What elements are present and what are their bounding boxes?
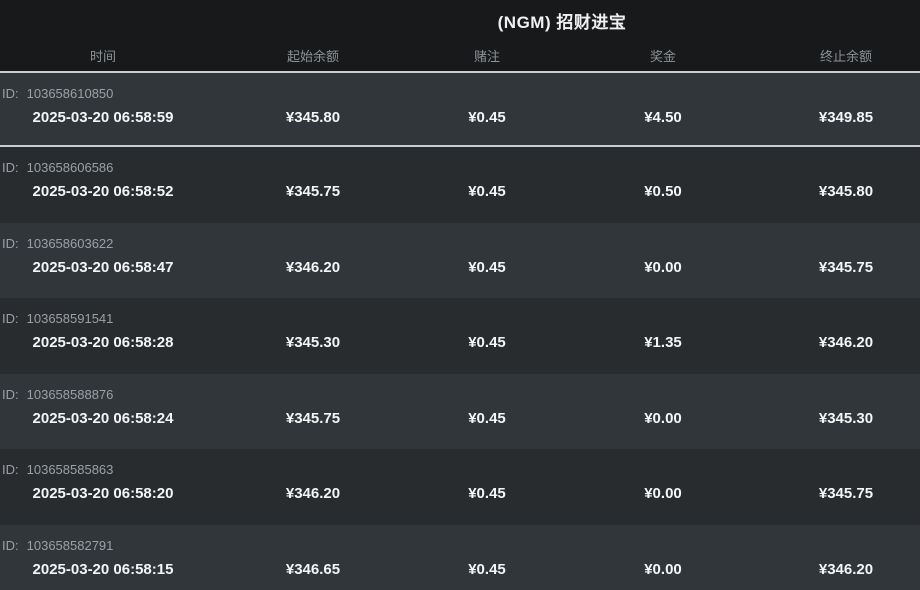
column-header-bet: 赌注 bbox=[473, 49, 500, 64]
table-row[interactable]: ID: 103658610850 2025-03-20 06:58:59 ¥345… bbox=[0, 73, 920, 147]
row-bet: ¥0.45 bbox=[468, 183, 506, 200]
row-values: 2025-03-20 06:58:15 ¥346.65 ¥0.45 ¥0.00 … bbox=[0, 555, 920, 585]
row-start-balance: ¥346.65 bbox=[285, 560, 341, 578]
row-id-label: ID: bbox=[2, 86, 19, 101]
history-row-list: ID: 103658610850 2025-03-20 06:58:59 ¥345… bbox=[0, 73, 920, 590]
row-id-line: ID: 103658610850 bbox=[0, 73, 920, 101]
row-id-label: ID: bbox=[2, 462, 19, 477]
table-row[interactable]: ID: 103658606586 2025-03-20 06:58:52 ¥345… bbox=[0, 147, 920, 223]
row-time: 2025-03-20 06:58:52 bbox=[32, 183, 174, 200]
row-values: 2025-03-20 06:58:47 ¥346.20 ¥0.45 ¥0.00 … bbox=[0, 253, 920, 283]
row-time: 2025-03-20 06:58:20 bbox=[32, 485, 174, 502]
row-id-line: ID: 103658582791 bbox=[0, 525, 920, 553]
title-bar: (NGM) 招财进宝 bbox=[0, 0, 920, 40]
row-id-label: ID: bbox=[2, 235, 19, 251]
row-prize: ¥0.00 bbox=[644, 409, 682, 427]
row-id-label: ID: bbox=[2, 386, 19, 402]
row-prize: ¥4.50 bbox=[644, 109, 682, 126]
row-end-balance: ¥345.80 bbox=[818, 183, 874, 200]
row-prize: ¥0.00 bbox=[644, 485, 682, 502]
row-time: 2025-03-20 06:58:59 bbox=[32, 109, 174, 126]
row-bet: ¥0.45 bbox=[468, 485, 506, 502]
row-time: 2025-03-20 06:58:15 bbox=[32, 560, 174, 578]
column-header-start-balance: 起始余额 bbox=[286, 49, 339, 64]
row-id-line: ID: 103658606586 bbox=[0, 147, 920, 175]
row-id-value: 103658588876 bbox=[26, 386, 114, 402]
row-time: 2025-03-20 06:58:24 bbox=[32, 409, 174, 427]
page-title: (NGM) 招财进宝 bbox=[497, 12, 627, 32]
row-time: 2025-03-20 06:58:28 bbox=[32, 334, 174, 351]
row-bet: ¥0.45 bbox=[468, 258, 506, 276]
row-values: 2025-03-20 06:58:20 ¥346.20 ¥0.45 ¥0.00 … bbox=[0, 479, 920, 509]
column-header-end-balance: 终止余额 bbox=[819, 49, 872, 64]
row-id-value: 103658591541 bbox=[26, 311, 114, 326]
row-bet: ¥0.45 bbox=[468, 109, 506, 126]
row-id-value: 103658606586 bbox=[26, 160, 114, 175]
row-id-value: 103658603622 bbox=[26, 235, 114, 251]
row-id-label: ID: bbox=[2, 311, 19, 326]
row-values: 2025-03-20 06:58:52 ¥345.75 ¥0.45 ¥0.50 … bbox=[0, 177, 920, 207]
column-header-time: 时间 bbox=[89, 49, 116, 64]
column-header-prize: 奖金 bbox=[649, 49, 676, 64]
row-prize: ¥0.00 bbox=[644, 560, 682, 578]
row-id-value: 103658585863 bbox=[26, 462, 114, 477]
row-values: 2025-03-20 06:58:28 ¥345.30 ¥0.45 ¥1.35 … bbox=[0, 328, 920, 358]
row-id-line: ID: 103658588876 bbox=[0, 374, 920, 402]
row-id-line: ID: 103658603622 bbox=[0, 223, 920, 251]
page-header: (NGM) 招财进宝 时间 起始余额 赌注 奖金 终止余额 bbox=[0, 0, 920, 73]
row-start-balance: ¥346.20 bbox=[285, 258, 341, 276]
row-id-line: ID: 103658585863 bbox=[0, 449, 920, 477]
row-start-balance: ¥345.30 bbox=[285, 334, 341, 351]
table-column-headers: 时间 起始余额 赌注 奖金 终止余额 bbox=[0, 40, 920, 71]
row-id-value: 103658582791 bbox=[26, 537, 114, 553]
row-end-balance: ¥345.75 bbox=[818, 258, 874, 276]
table-row[interactable]: ID: 103658585863 2025-03-20 06:58:20 ¥346… bbox=[0, 449, 920, 525]
row-values: 2025-03-20 06:58:59 ¥345.80 ¥0.45 ¥4.50 … bbox=[0, 103, 920, 133]
table-row[interactable]: ID: 103658603622 2025-03-20 06:58:47 ¥346… bbox=[0, 222, 920, 298]
row-bet: ¥0.45 bbox=[468, 560, 506, 578]
row-id-label: ID: bbox=[2, 160, 19, 175]
row-id-label: ID: bbox=[2, 537, 19, 553]
row-end-balance: ¥346.20 bbox=[818, 560, 874, 578]
row-id-line: ID: 103658591541 bbox=[0, 298, 920, 326]
row-end-balance: ¥345.30 bbox=[818, 409, 874, 427]
row-prize: ¥0.50 bbox=[644, 183, 682, 200]
row-id-value: 103658610850 bbox=[26, 86, 114, 101]
row-prize: ¥1.35 bbox=[644, 334, 682, 351]
row-time: 2025-03-20 06:58:47 bbox=[32, 258, 174, 276]
row-start-balance: ¥345.75 bbox=[285, 409, 341, 427]
table-row[interactable]: ID: 103658588876 2025-03-20 06:58:24 ¥345… bbox=[0, 373, 920, 449]
row-start-balance: ¥345.80 bbox=[285, 109, 341, 126]
row-values: 2025-03-20 06:58:24 ¥345.75 ¥0.45 ¥0.00 … bbox=[0, 404, 920, 434]
table-row[interactable]: ID: 103658591541 2025-03-20 06:58:28 ¥345… bbox=[0, 298, 920, 374]
row-start-balance: ¥346.20 bbox=[285, 485, 341, 502]
row-bet: ¥0.45 bbox=[468, 334, 506, 351]
row-end-balance: ¥346.20 bbox=[818, 334, 874, 351]
row-prize: ¥0.00 bbox=[644, 258, 682, 276]
table-row[interactable]: ID: 103658582791 2025-03-20 06:58:15 ¥346… bbox=[0, 524, 920, 590]
row-end-balance: ¥349.85 bbox=[818, 109, 874, 126]
row-start-balance: ¥345.75 bbox=[285, 183, 341, 200]
row-end-balance: ¥345.75 bbox=[818, 485, 874, 502]
row-bet: ¥0.45 bbox=[468, 409, 506, 427]
